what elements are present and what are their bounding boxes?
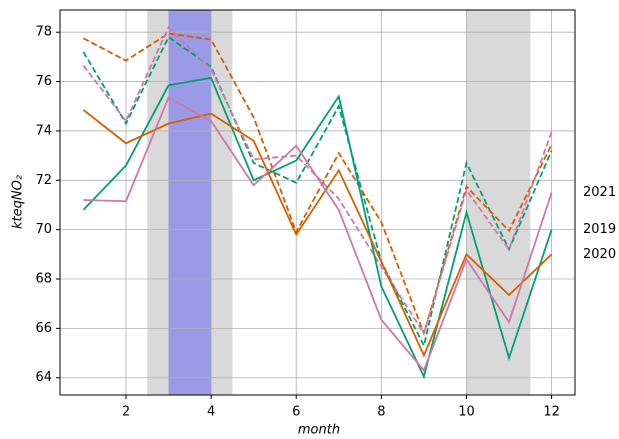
y-axis-label: kteqNO₂	[11, 175, 26, 229]
y-tick-label: 76	[35, 74, 52, 89]
series-line	[82, 76, 553, 380]
plot-frame	[59, 9, 576, 396]
series-label: 2021	[583, 185, 616, 200]
series-line	[82, 109, 553, 358]
y-tick-label: 74	[35, 123, 52, 138]
y-tick-label: 78	[35, 25, 52, 40]
y-tick-label: 66	[35, 321, 52, 336]
x-tick-label: 8	[377, 405, 385, 420]
x-tick-label: 10	[458, 405, 475, 420]
x-axis-label: month	[298, 423, 340, 438]
y-tick-label: 68	[35, 272, 52, 287]
series-line	[82, 32, 553, 337]
x-tick-label: 12	[543, 405, 560, 420]
y-tick-label: 70	[35, 222, 52, 237]
y-tick-label: 72	[35, 173, 52, 188]
x-tick-label: 4	[207, 405, 215, 420]
series-label: 2019	[583, 222, 616, 237]
series-label: 2020	[583, 247, 616, 262]
shaded-span	[466, 10, 531, 395]
x-tick-label: 6	[292, 405, 300, 420]
y-tick-label: 64	[35, 370, 52, 385]
shaded-span	[168, 10, 212, 395]
x-tick-label: 2	[122, 405, 130, 420]
series-line	[82, 35, 553, 349]
series-line	[83, 96, 553, 373]
